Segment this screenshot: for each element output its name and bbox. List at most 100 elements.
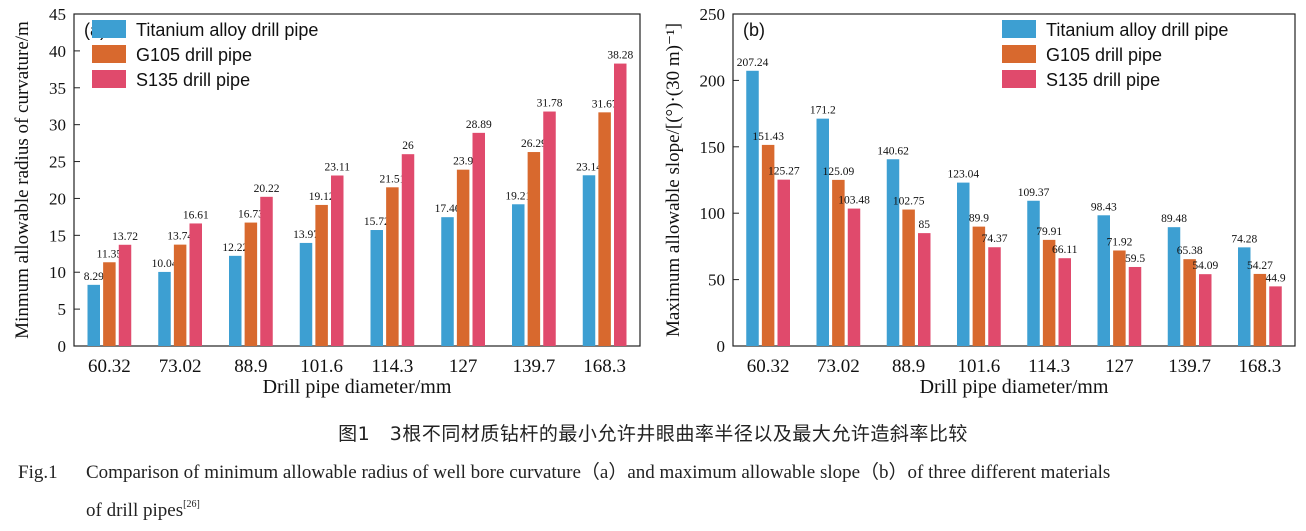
bar-s135 xyxy=(118,244,132,346)
caption-line-2: of drill pipes xyxy=(86,500,184,521)
x-tick-label: 114.3 xyxy=(1028,356,1070,377)
chart-panel-b: 0 50 100 150 200 250 60.32 207.24 151.43 125.27 73… xyxy=(663,5,1296,398)
y-tick-label: 45 xyxy=(49,5,66,24)
bar-titanium xyxy=(229,255,242,346)
bar-titanium xyxy=(370,230,383,346)
legend-swatch xyxy=(92,70,126,88)
x-tick-label: 139.7 xyxy=(1168,356,1211,377)
data-label: 89.9 xyxy=(969,213,989,225)
data-label: 54.27 xyxy=(1247,260,1273,272)
caption-fig-number: Fig.1 xyxy=(18,462,58,483)
bar-s135 xyxy=(918,233,931,346)
x-tick-label: 101.6 xyxy=(958,356,1001,377)
legend-entry: Titanium alloy drill pipe xyxy=(1046,20,1228,40)
bar-s135 xyxy=(472,132,485,346)
bar-s135 xyxy=(988,247,1001,346)
data-label: 44.9 xyxy=(1265,272,1285,284)
data-label: 13.74 xyxy=(167,231,193,243)
data-label: 54.09 xyxy=(1192,260,1218,272)
data-label: 15.72 xyxy=(364,216,390,228)
data-label: 207.24 xyxy=(737,57,769,69)
x-tick-label: 168.3 xyxy=(583,356,626,377)
bar-g105 xyxy=(527,152,541,346)
y-tick-label: 5 xyxy=(58,300,67,319)
y-tick-label: 30 xyxy=(49,116,66,135)
data-label: 151.43 xyxy=(752,131,784,143)
legend-entry: S135 drill pipe xyxy=(1046,70,1160,90)
y-tick-label: 50 xyxy=(708,271,725,290)
data-label: 16.61 xyxy=(183,209,209,221)
x-axis-title: Drill pipe diameter/mm xyxy=(920,376,1109,398)
legend-entry: G105 drill pipe xyxy=(1046,45,1162,65)
y-tick-label: 0 xyxy=(717,337,726,356)
y-tick-label: 40 xyxy=(49,42,66,61)
bar-titanium xyxy=(1238,247,1251,346)
bar-s135 xyxy=(1128,266,1142,346)
data-label: 109.37 xyxy=(1018,187,1050,199)
bar-titanium xyxy=(957,182,970,346)
data-label: 20.22 xyxy=(254,183,280,195)
x-tick-label: 88.9 xyxy=(234,356,267,377)
bar-titanium xyxy=(1167,227,1181,346)
bar-titanium xyxy=(1027,200,1040,346)
data-label: 31.67 xyxy=(592,98,618,110)
y-tick-label: 20 xyxy=(49,189,66,208)
data-label: 26.29 xyxy=(521,138,547,150)
x-tick-label: 73.02 xyxy=(817,356,860,377)
caption-english: Fig.1 Comparison of minimum allowable rad… xyxy=(18,457,1298,527)
data-label: 125.09 xyxy=(823,166,855,178)
bar-s135 xyxy=(1269,286,1282,346)
bar-titanium xyxy=(512,204,525,346)
bar-s135 xyxy=(777,179,790,346)
bar-g105 xyxy=(244,222,258,346)
data-label: 74.37 xyxy=(982,233,1008,245)
bar-titanium xyxy=(158,271,171,346)
bar-s135 xyxy=(189,223,202,346)
y-tick-label: 150 xyxy=(700,138,726,157)
bar-s135 xyxy=(331,175,344,346)
y-tick-label: 0 xyxy=(58,337,67,356)
bar-s135 xyxy=(614,63,627,346)
bar-s135 xyxy=(847,208,861,346)
x-tick-label: 60.32 xyxy=(747,356,790,377)
bar-g105 xyxy=(598,112,611,346)
data-label: 12.22 xyxy=(222,242,248,254)
bar-titanium xyxy=(886,159,900,346)
data-label: 123.04 xyxy=(947,169,979,181)
data-label: 23.11 xyxy=(325,161,351,173)
legend-swatch xyxy=(92,20,126,38)
legend-entry: G105 drill pipe xyxy=(136,45,252,65)
bar-s135 xyxy=(1199,274,1212,346)
legend-entry: S135 drill pipe xyxy=(136,70,250,90)
data-label: 102.75 xyxy=(893,196,925,208)
bar-g105 xyxy=(1183,259,1196,346)
bar-titanium xyxy=(582,175,596,346)
y-axis-title: Maximum allowable slope/[(°)·(30 m)⁻¹] xyxy=(663,23,684,337)
data-label: 28.89 xyxy=(466,119,492,131)
bar-g105 xyxy=(315,204,328,346)
bar-g105 xyxy=(386,187,399,346)
bar-g105 xyxy=(173,244,187,346)
data-label: 8.29 xyxy=(84,271,104,283)
bar-g105 xyxy=(902,209,915,346)
bar-g105 xyxy=(456,169,470,346)
x-tick-label: 127 xyxy=(1105,356,1134,377)
x-tick-label: 73.02 xyxy=(159,356,202,377)
data-label: 171.2 xyxy=(810,105,836,117)
caption-chinese: 图1 3根不同材质钻杆的最小允许井眼曲率半径以及最大允许造斜率比较 xyxy=(338,423,968,445)
bar-titanium xyxy=(87,284,100,346)
x-tick-label: 139.7 xyxy=(513,356,556,377)
bar-titanium xyxy=(816,118,829,347)
y-tick-label: 100 xyxy=(700,204,726,223)
data-label: 103.48 xyxy=(838,195,870,207)
chart-panel-a: 0 5 10 15 20 25 30 35 40 45 60.32 8.29 11.35 13.72 73.… xyxy=(12,5,641,398)
data-label: 66.11 xyxy=(1052,244,1078,256)
data-label: 85 xyxy=(919,219,931,231)
bar-titanium xyxy=(299,242,313,346)
x-tick-label: 60.32 xyxy=(88,356,131,377)
data-label: 59.5 xyxy=(1125,253,1145,265)
bar-s135 xyxy=(543,111,556,346)
data-label: 23.9 xyxy=(453,156,473,168)
y-axis-title: Minmum allowable radius of curvature/m xyxy=(12,21,33,339)
x-tick-label: 127 xyxy=(449,356,478,377)
